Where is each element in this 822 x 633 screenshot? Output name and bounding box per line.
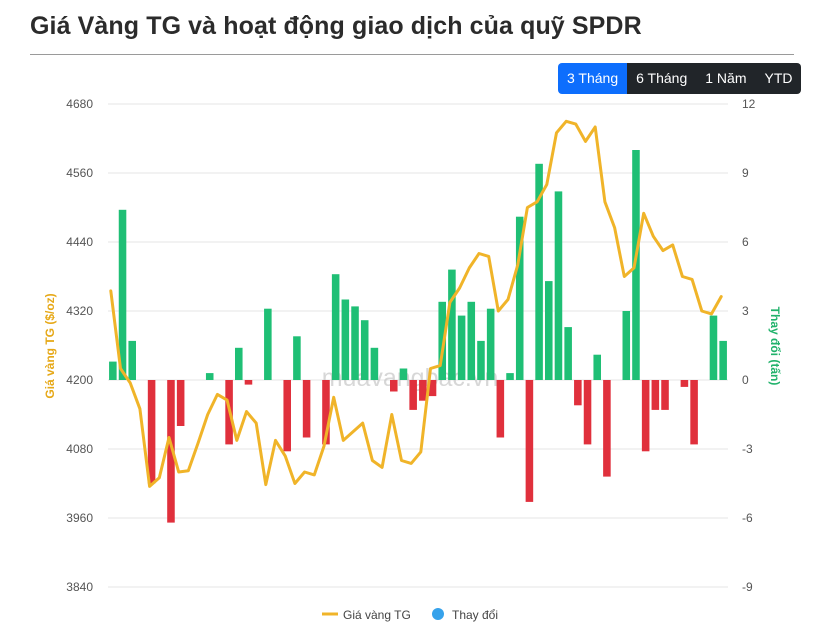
- change-bar: [438, 301, 446, 380]
- change-bar: [118, 209, 127, 380]
- change-bar: [409, 380, 417, 410]
- change-bar: [147, 380, 156, 484]
- right-axis-ticks: 12 9 6 3 0 -3 -6 -9: [742, 97, 756, 594]
- right-axis-label: Thay đổi (tấn): [768, 307, 782, 386]
- change-bar: [457, 315, 466, 380]
- change-bar: [167, 380, 175, 523]
- change-bar: [535, 163, 543, 380]
- range-selector: 3 Tháng 6 Tháng 1 Năm YTD: [558, 63, 802, 94]
- right-tick-label: 0: [742, 373, 749, 387]
- range-6-months-button[interactable]: 6 Tháng: [627, 63, 697, 94]
- change-bar: [176, 380, 185, 426]
- change-bar: [467, 301, 476, 380]
- legend: Giá vàng TG Thay đổi: [322, 608, 498, 622]
- right-tick-label: -9: [742, 580, 753, 594]
- left-tick-label: 4320: [66, 304, 93, 318]
- change-bar: [496, 380, 505, 438]
- change-bar: [399, 368, 408, 380]
- page-title: Giá Vàng TG và hoạt động giao dịch của q…: [30, 12, 642, 40]
- change-bar: [109, 361, 117, 380]
- change-bar: [622, 311, 631, 380]
- change-bar: [554, 191, 563, 380]
- change-bar: [564, 327, 572, 380]
- change-bar: [651, 380, 660, 410]
- change-bar: [709, 315, 718, 380]
- change-bar: [661, 380, 669, 410]
- left-tick-label: 3960: [66, 511, 93, 525]
- change-bar: [360, 320, 369, 380]
- right-tick-label: 6: [742, 235, 749, 249]
- left-tick-label: 4200: [66, 373, 93, 387]
- left-axis-ticks: 4680 4560 4440 4320 4200 4080 3960 3840: [66, 97, 93, 594]
- right-tick-label: -3: [742, 442, 753, 456]
- left-tick-label: 4560: [66, 166, 93, 180]
- change-bar: [235, 347, 243, 380]
- change-bar: [574, 380, 582, 406]
- change-bar: [641, 380, 650, 452]
- change-bar: [477, 340, 485, 380]
- right-tick-label: 9: [742, 166, 749, 180]
- change-bar: [603, 380, 611, 477]
- change-bar: [515, 216, 524, 380]
- right-tick-label: -6: [742, 511, 753, 525]
- range-3-months-button[interactable]: 3 Tháng: [558, 63, 628, 94]
- gold-price-line: [109, 119, 723, 488]
- change-bar: [719, 340, 727, 380]
- change-bar: [428, 380, 437, 397]
- change-bar: [264, 308, 272, 380]
- change-bar: [322, 380, 330, 445]
- change-bar: [506, 373, 514, 380]
- change-bar: [244, 380, 253, 385]
- range-1-year-button[interactable]: 1 Năm: [696, 63, 756, 94]
- change-bar: [545, 281, 553, 380]
- change-bar: [680, 380, 689, 387]
- change-bar: [583, 380, 592, 445]
- change-bar: [283, 380, 291, 452]
- change-bar: [128, 340, 136, 380]
- left-tick-label: 4680: [66, 97, 93, 111]
- change-bar: [593, 354, 601, 380]
- change-bar: [293, 336, 301, 380]
- change-bar: [351, 306, 359, 380]
- change-bars: [109, 150, 727, 523]
- legend-label-gold-price[interactable]: Giá vàng TG: [343, 608, 411, 622]
- change-bar: [341, 299, 350, 380]
- change-bar: [486, 308, 495, 380]
- change-bar: [525, 380, 534, 502]
- change-bar: [331, 274, 340, 380]
- title-divider: [30, 54, 794, 55]
- change-bar: [690, 380, 698, 445]
- change-bar: [390, 380, 398, 392]
- right-tick-label: 12: [742, 97, 756, 111]
- change-bar: [419, 380, 427, 401]
- legend-point-swatch: [432, 608, 444, 620]
- change-bar: [302, 380, 311, 438]
- left-tick-label: 4080: [66, 442, 93, 456]
- change-bar: [448, 269, 456, 380]
- change-bar: [205, 373, 214, 380]
- left-axis-label: Giá vàng TG ($/oz): [43, 293, 57, 398]
- left-tick-label: 4440: [66, 235, 93, 249]
- legend-label-change[interactable]: Thay đổi: [452, 608, 498, 622]
- range-ytd-button[interactable]: YTD: [755, 63, 802, 94]
- left-tick-label: 3840: [66, 580, 93, 594]
- change-bar: [370, 347, 379, 380]
- right-tick-label: 3: [742, 304, 749, 318]
